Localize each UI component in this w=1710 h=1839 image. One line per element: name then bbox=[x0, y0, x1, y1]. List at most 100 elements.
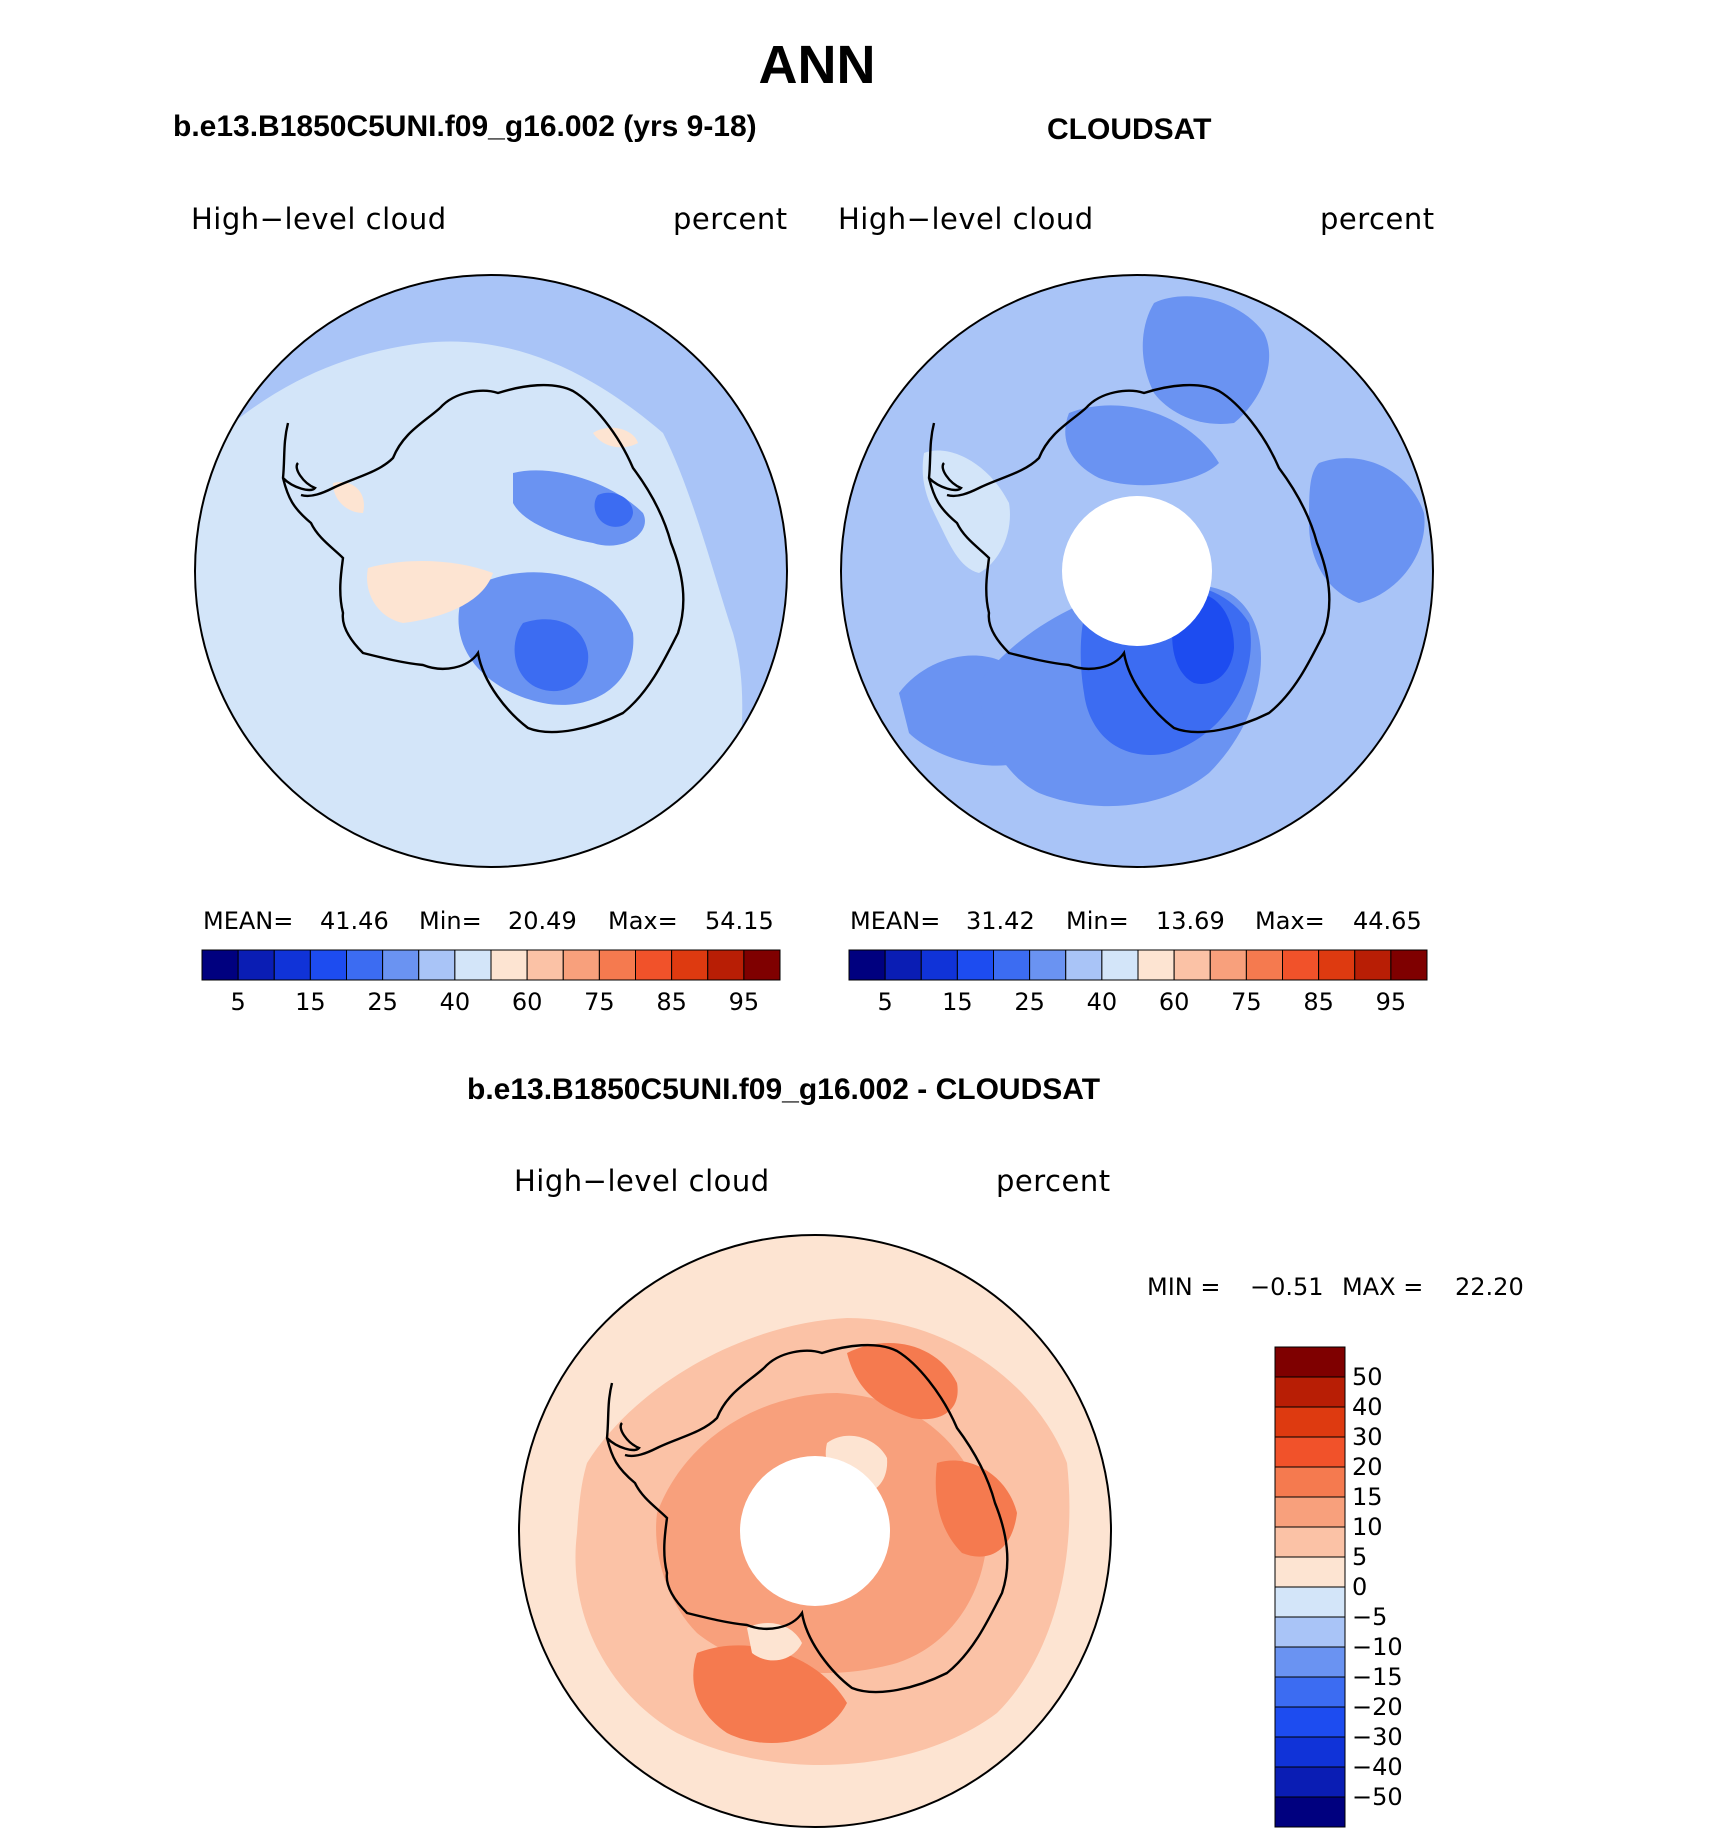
diff-colorbar-box bbox=[1274, 1526, 1346, 1558]
model-colorbar-tick-label: 75 bbox=[584, 988, 615, 1016]
model-colorbar-box bbox=[671, 949, 709, 981]
obs-min-label: Min= bbox=[1066, 907, 1129, 935]
obs-colorbar-box bbox=[1318, 949, 1356, 981]
model-max-value: 54.15 bbox=[705, 907, 774, 935]
diff-colorbar-box bbox=[1274, 1736, 1346, 1768]
diff-colorbar-box bbox=[1274, 1766, 1346, 1798]
model-variable-label: High−level cloud bbox=[191, 202, 447, 236]
model-colorbar-box bbox=[454, 949, 492, 981]
diff-max-value: 22.20 bbox=[1455, 1273, 1524, 1301]
obs-map bbox=[840, 274, 1434, 868]
model-mean-value: 41.46 bbox=[320, 907, 389, 935]
model-colorbar-tick-label: 25 bbox=[367, 988, 398, 1016]
model-mean-label: MEAN= bbox=[203, 907, 294, 935]
model-colorbar-tick-label: 5 bbox=[230, 988, 246, 1016]
obs-colorbar-tick-label: 5 bbox=[877, 988, 893, 1016]
model-panel-title: b.e13.B1850C5UNI.f09_g16.002 (yrs 9-18) bbox=[173, 110, 757, 143]
obs-max-label: Max= bbox=[1255, 907, 1325, 935]
obs-colorbar-tick-label: 25 bbox=[1014, 988, 1045, 1016]
diff-colorbar-tick-label: −20 bbox=[1352, 1693, 1403, 1721]
diff-colorbar bbox=[1274, 1346, 1346, 1828]
diff-colorbar-tick-label: 30 bbox=[1352, 1423, 1383, 1451]
diff-colorbar-tick-label: 20 bbox=[1352, 1453, 1383, 1481]
model-colorbar-box bbox=[309, 949, 347, 981]
diff-colorbar-box bbox=[1274, 1496, 1346, 1528]
diff-colorbar-box bbox=[1274, 1466, 1346, 1498]
obs-colorbar-box bbox=[1282, 949, 1320, 981]
diff-map bbox=[518, 1234, 1112, 1828]
model-units-label: percent bbox=[673, 202, 788, 236]
model-colorbar-box bbox=[743, 949, 781, 981]
obs-colorbar-tick-label: 95 bbox=[1375, 988, 1407, 1016]
diff-colorbar-box bbox=[1274, 1646, 1346, 1678]
model-min-label: Min= bbox=[419, 907, 482, 935]
obs-colorbar-tick-label: 60 bbox=[1158, 988, 1190, 1016]
diff-colorbar-box bbox=[1274, 1346, 1346, 1378]
diff-variable-label: High−level cloud bbox=[514, 1164, 770, 1198]
obs-colorbar-box bbox=[1101, 949, 1139, 981]
diff-colorbar-box bbox=[1274, 1676, 1346, 1708]
obs-colorbar-tick-label: 40 bbox=[1086, 988, 1118, 1016]
obs-colorbar-box bbox=[1173, 949, 1211, 981]
diff-max-label: MAX = bbox=[1342, 1273, 1424, 1301]
model-colorbar bbox=[201, 949, 781, 981]
diff-colorbar-box bbox=[1274, 1796, 1346, 1828]
obs-colorbar-ticks: 5 15 25 40 60 75 85 95 bbox=[849, 988, 1427, 1018]
obs-colorbar-box bbox=[956, 949, 994, 981]
diff-colorbar-tick-label: 5 bbox=[1352, 1543, 1368, 1571]
model-colorbar-box bbox=[598, 949, 636, 981]
model-min-value: 20.49 bbox=[508, 907, 577, 935]
diff-colorbar-box bbox=[1274, 1706, 1346, 1738]
diff-colorbar-tick-label: −30 bbox=[1352, 1723, 1403, 1751]
obs-colorbar-box bbox=[920, 949, 958, 981]
obs-colorbar-box bbox=[1209, 949, 1247, 981]
diff-units-label: percent bbox=[996, 1164, 1111, 1198]
obs-variable-label: High−level cloud bbox=[838, 202, 1094, 236]
model-colorbar-ticks: 5 15 25 40 60 75 85 95 bbox=[202, 988, 780, 1018]
obs-colorbar-tick-label: 75 bbox=[1231, 988, 1262, 1016]
diff-min-value: −0.51 bbox=[1250, 1273, 1324, 1301]
diff-colorbar-tick-label: 10 bbox=[1352, 1513, 1383, 1541]
obs-colorbar-box bbox=[1354, 949, 1392, 981]
model-colorbar-box bbox=[273, 949, 311, 981]
diff-min-label: MIN = bbox=[1147, 1273, 1221, 1301]
obs-colorbar-box bbox=[1029, 949, 1067, 981]
diff-colorbar-tick-label: 15 bbox=[1352, 1483, 1383, 1511]
obs-colorbar-box bbox=[1245, 949, 1283, 981]
obs-colorbar-box bbox=[1137, 949, 1175, 981]
model-colorbar-box bbox=[418, 949, 456, 981]
model-colorbar-box bbox=[526, 949, 564, 981]
obs-panel-title: CLOUDSAT bbox=[1047, 113, 1212, 146]
diff-panel-title: b.e13.B1850C5UNI.f09_g16.002 - CLOUDSAT bbox=[467, 1073, 1101, 1106]
model-colorbar-tick-label: 15 bbox=[295, 988, 326, 1016]
model-colorbar-box bbox=[562, 949, 600, 981]
obs-colorbar-box bbox=[1065, 949, 1103, 981]
main-title: ANN bbox=[758, 35, 876, 95]
obs-colorbar-box bbox=[884, 949, 922, 981]
diff-colorbar-tick-label: −40 bbox=[1352, 1753, 1403, 1781]
model-colorbar-box bbox=[201, 949, 239, 981]
obs-mean-label: MEAN= bbox=[850, 907, 941, 935]
obs-colorbar bbox=[848, 949, 1428, 981]
model-colorbar-tick-label: 85 bbox=[656, 988, 687, 1016]
model-colorbar-box bbox=[382, 949, 420, 981]
obs-colorbar-tick-label: 85 bbox=[1303, 988, 1334, 1016]
model-colorbar-box bbox=[237, 949, 275, 981]
diff-colorbar-tick-label: 0 bbox=[1352, 1573, 1368, 1601]
obs-min-value: 13.69 bbox=[1156, 907, 1225, 935]
model-map bbox=[194, 274, 788, 868]
model-colorbar-box bbox=[707, 949, 745, 981]
obs-colorbar-box bbox=[993, 949, 1031, 981]
model-colorbar-box bbox=[635, 949, 673, 981]
obs-colorbar-box bbox=[1390, 949, 1428, 981]
model-colorbar-tick-label: 95 bbox=[728, 988, 760, 1016]
model-max-label: Max= bbox=[608, 907, 678, 935]
diff-colorbar-box bbox=[1274, 1556, 1346, 1588]
diff-colorbar-tick-label: −50 bbox=[1352, 1783, 1403, 1811]
obs-mean-value: 31.42 bbox=[966, 907, 1035, 935]
diff-colorbar-box bbox=[1274, 1376, 1346, 1408]
obs-colorbar-box bbox=[848, 949, 886, 981]
obs-colorbar-tick-label: 15 bbox=[942, 988, 973, 1016]
diff-colorbar-tick-label: −5 bbox=[1352, 1603, 1388, 1631]
obs-max-value: 44.65 bbox=[1353, 907, 1422, 935]
